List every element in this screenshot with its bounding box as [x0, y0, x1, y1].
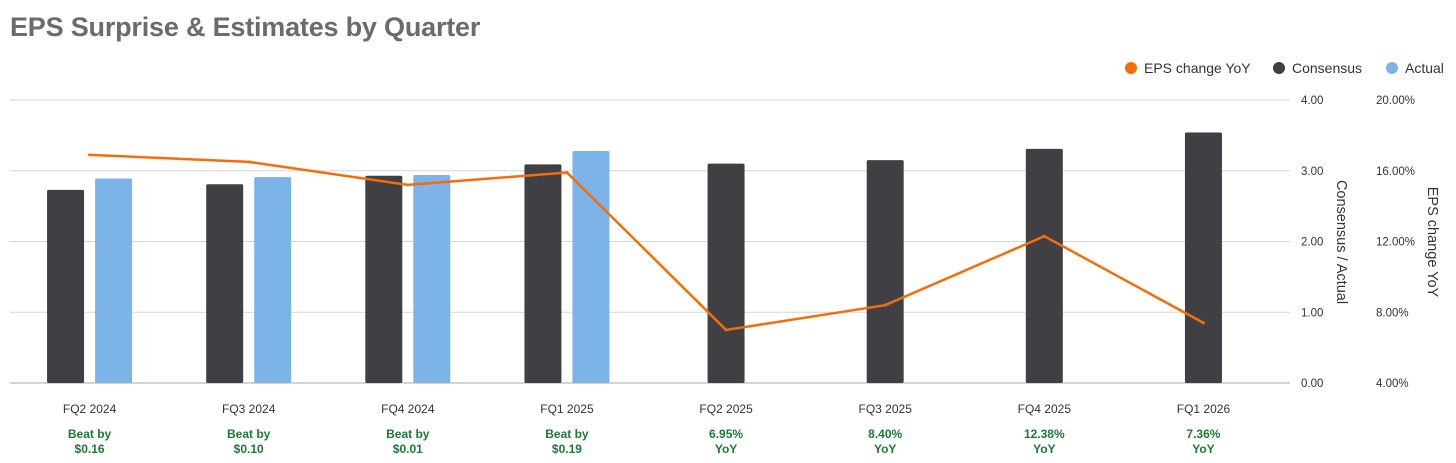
legend-swatch[interactable] [1273, 62, 1285, 74]
eps-change-point[interactable] [88, 153, 92, 157]
legend-swatch[interactable] [1125, 62, 1137, 74]
right-axis-ticks: 4.00% 8.00% 12.00% 16.00% 20.00% [1376, 95, 1415, 390]
annotation-line-2: $0.16 [75, 442, 105, 456]
annotation-line-1: 7.36% [1186, 427, 1220, 441]
right-axis-title: EPS change YoY [1424, 187, 1440, 298]
actual-bar[interactable] [95, 178, 133, 383]
category-label: FQ2 2024 [63, 402, 117, 416]
annotation-line-1: Beat by [545, 427, 589, 441]
eps-change-point[interactable] [1042, 234, 1046, 238]
annotation-line-2: YoY [1033, 442, 1055, 456]
consensus-bar[interactable] [365, 175, 403, 383]
eps-change-point[interactable] [1201, 321, 1205, 325]
legend-label[interactable]: Actual [1405, 60, 1444, 76]
left-tick-label: 1.00 [1301, 307, 1323, 319]
consensus-bar[interactable] [206, 184, 244, 383]
eps-change-point[interactable] [883, 303, 887, 307]
annotation-line-1: Beat by [386, 427, 430, 441]
right-tick-label: 20.00% [1376, 95, 1415, 107]
category-label: FQ4 2024 [381, 402, 435, 416]
actual-bar[interactable] [413, 174, 451, 383]
eps-change-point[interactable] [406, 183, 410, 187]
right-tick-label: 12.00% [1376, 237, 1415, 249]
annotation-line-2: YoY [715, 442, 737, 456]
category-label: FQ3 2025 [859, 402, 913, 416]
left-axis-ticks: 0.00 1.00 2.00 3.00 4.00 [1301, 95, 1323, 390]
left-tick-label: 2.00 [1301, 237, 1323, 249]
right-tick-label: 16.00% [1376, 166, 1415, 178]
right-tick-label: 4.00% [1376, 378, 1409, 390]
left-tick-label: 0.00 [1301, 378, 1323, 390]
chart-title: EPS Surprise & Estimates by Quarter [10, 12, 481, 42]
annotation-line-1: Beat by [227, 427, 271, 441]
consensus-bar[interactable] [1025, 148, 1063, 383]
annotation-line-1: 12.38% [1024, 427, 1065, 441]
annotation-line-2: $0.19 [552, 442, 582, 456]
eps-change-point[interactable] [565, 171, 569, 175]
eps-change-series [89, 153, 1205, 332]
annotation-line-2: $0.01 [393, 442, 423, 456]
category-labels: FQ2 2024 FQ3 2024 FQ4 2024 FQ1 2025 FQ2 2025… [63, 402, 1231, 416]
eps-change-point[interactable] [724, 328, 728, 332]
eps-change-point[interactable] [247, 160, 251, 164]
left-axis-title: Consensus / Actual [1333, 180, 1349, 304]
legend-label[interactable]: Consensus [1292, 60, 1362, 76]
annotation-line-1: 6.95% [709, 427, 743, 441]
legend-swatch[interactable] [1386, 62, 1398, 74]
actual-bar[interactable] [572, 150, 610, 383]
category-label: FQ1 2025 [540, 402, 594, 416]
consensus-bar[interactable] [866, 160, 904, 383]
category-label: FQ2 2025 [699, 402, 753, 416]
consensus-bar[interactable] [1184, 132, 1222, 383]
left-tick-label: 3.00 [1301, 166, 1323, 178]
consensus-bar[interactable] [47, 189, 85, 383]
eps-change-line [88, 153, 1205, 332]
left-tick-label: 4.00 [1301, 95, 1323, 107]
bars [47, 132, 1222, 383]
annotation-line-2: YoY [874, 442, 896, 456]
consensus-bar[interactable] [707, 163, 745, 383]
annotation-line-2: YoY [1192, 442, 1214, 456]
category-label: FQ3 2024 [222, 402, 276, 416]
annotation-line-1: 8.40% [868, 427, 902, 441]
category-label: FQ4 2025 [1018, 402, 1072, 416]
right-tick-label: 8.00% [1376, 307, 1409, 319]
consensus-bar[interactable] [524, 164, 562, 383]
legend[interactable]: EPS change YoY Consensus Actual [1125, 60, 1444, 76]
annotation-line-1: Beat by [68, 427, 112, 441]
actual-bar[interactable] [254, 177, 292, 383]
category-label: FQ1 2026 [1177, 402, 1231, 416]
grid-lines [10, 99, 1290, 384]
legend-label[interactable]: EPS change YoY [1144, 60, 1251, 76]
annotation-line-2: $0.10 [234, 442, 264, 456]
